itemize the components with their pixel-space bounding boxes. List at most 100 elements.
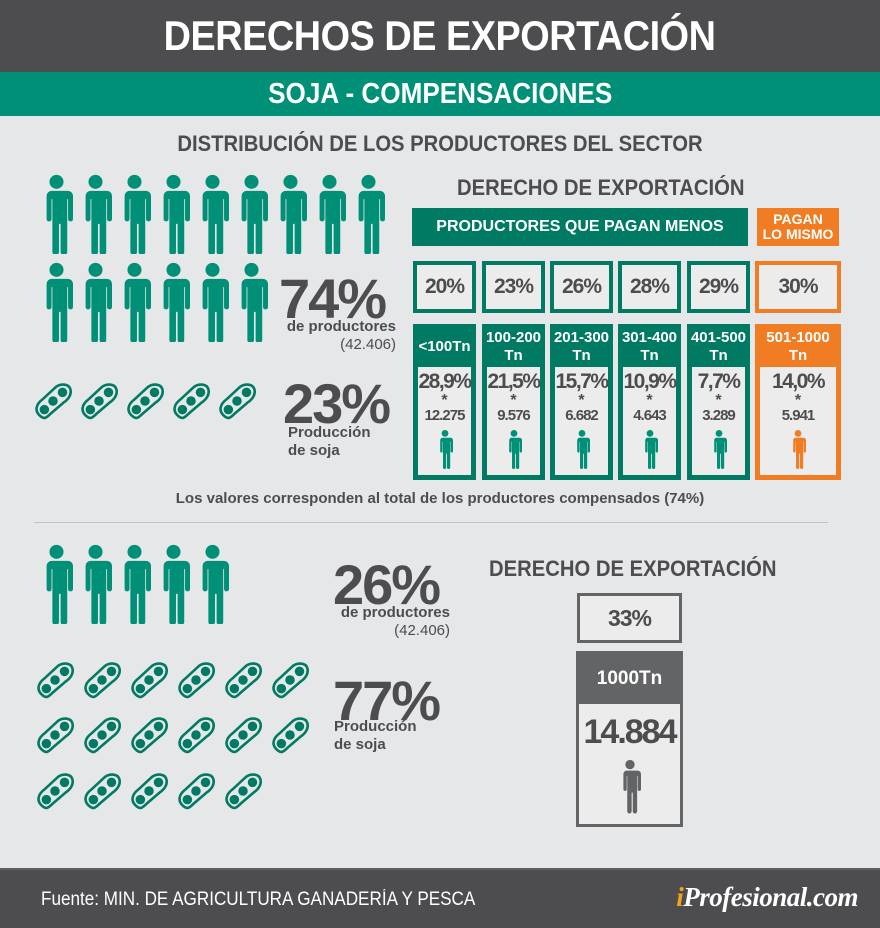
distribution-title: DISTRIBUCIÓN DE LOS PRODUCTORES DEL SECT…	[177, 131, 703, 156]
tier-column: 100-200 Tn 21,5% * 9.576	[482, 324, 545, 480]
soybean-icon	[177, 715, 215, 755]
person-icon	[790, 429, 806, 469]
soybean-icon	[224, 715, 262, 755]
tier-body: 28,9% * 12.275	[418, 367, 472, 475]
producers-percentage-bottom: 26%	[333, 553, 441, 616]
tier-range-unit: Tn	[709, 347, 728, 364]
soybean-icon	[83, 715, 121, 755]
tier-range-label: 401-500	[690, 329, 747, 346]
pay-same-label-2: LO MISMO	[762, 226, 834, 242]
soybean-icon	[271, 660, 309, 700]
tier-range: 501-1000 Tn	[758, 327, 838, 367]
header-bar: DERECHOS DE EXPORTACIÓN	[0, 0, 880, 72]
asterisk: *	[646, 392, 653, 409]
production-label-bottom-2: de soja	[334, 736, 386, 753]
subheader-bar: SOJA - COMPENSACIONES	[0, 72, 880, 116]
soy-icon-row-top	[34, 381, 256, 421]
person-icon	[118, 262, 151, 342]
soybean-icon	[126, 381, 164, 421]
production-percentage-bottom: 77%	[333, 669, 441, 732]
soybean-icon	[36, 771, 74, 811]
tier-body: 15,7% * 6.682	[555, 367, 609, 475]
tier-count: 4.643	[633, 407, 667, 424]
page-subtitle: SOJA - COMPENSACIONES	[267, 77, 613, 110]
person-icon	[619, 758, 641, 814]
person-icon	[196, 262, 229, 342]
person-icon	[313, 174, 346, 254]
tier-count: 6.682	[565, 407, 599, 424]
logo-i: i	[676, 882, 684, 912]
person-icon	[118, 544, 151, 624]
tier-share: 21,5%	[487, 370, 541, 393]
soybean-icon	[224, 771, 262, 811]
producers-label-bottom: de productores	[340, 604, 450, 621]
tier-share: 10,9%	[623, 370, 677, 393]
section-divider	[34, 522, 828, 523]
person-icon	[118, 174, 151, 254]
soybean-icon	[177, 771, 215, 811]
person-icon	[274, 174, 307, 254]
producers-icon-row-bottom	[40, 544, 229, 624]
producers-icon-row-2	[40, 262, 268, 342]
tier-count: 12.275	[424, 407, 466, 424]
tier-count-1000: 14.884	[583, 713, 678, 751]
tier-body: 7,7% * 3.289	[692, 367, 745, 475]
tier-column: 301-400 Tn 10,9% * 4.643	[618, 324, 681, 480]
tier-range-label: 100-200	[485, 329, 542, 346]
tier-body: 10,9% * 4.643	[623, 367, 677, 475]
soybean-icon	[36, 660, 74, 700]
tier-count: 9.576	[497, 407, 531, 424]
tier-range-unit: Tn	[788, 347, 808, 364]
soybean-icon	[36, 715, 74, 755]
person-icon	[574, 429, 590, 469]
soybean-icon	[177, 660, 215, 700]
tier-range: 201-300 Tn	[553, 327, 610, 367]
tier-column: 501-1000 Tn 14,0% * 5.941	[755, 324, 841, 480]
pay-same-banner: PAGAN LO MISMO	[757, 208, 839, 246]
tier-column-1000: 1000Tn 14.884	[576, 651, 683, 827]
person-icon	[506, 429, 522, 469]
tier-range: <100Tn	[416, 327, 473, 367]
person-icon	[711, 429, 727, 469]
tier-range: 301-400 Tn	[621, 327, 678, 367]
producers-percentage-top: 74%	[279, 267, 387, 330]
soybean-icon	[271, 715, 309, 755]
producers-icon-row-1	[40, 174, 385, 254]
soybean-icon	[130, 771, 168, 811]
person-icon	[157, 262, 190, 342]
person-icon	[437, 429, 453, 469]
rate-box: 20%	[413, 261, 476, 313]
soybean-icon	[172, 381, 210, 421]
soybean-icon	[34, 381, 72, 421]
tier-range: 100-200 Tn	[485, 327, 542, 367]
tier-range-1000: 1000Tn	[579, 654, 680, 704]
tier-count: 5.941	[781, 407, 816, 424]
person-icon	[235, 174, 268, 254]
tier-share: 15,7%	[555, 370, 609, 393]
asterisk: *	[715, 392, 722, 409]
producers-count-bottom: (42.406)	[394, 622, 450, 639]
rate-box: 28%	[618, 261, 681, 313]
person-icon	[157, 174, 190, 254]
person-icon	[642, 429, 658, 469]
brand-logo: iProfesional.com	[676, 882, 858, 913]
soybean-icon	[83, 771, 121, 811]
tier-column: 201-300 Tn 15,7% * 6.682	[550, 324, 613, 480]
asterisk: *	[510, 392, 517, 409]
person-icon	[79, 544, 112, 624]
producers-count-top: (42.406)	[340, 336, 396, 353]
person-icon	[79, 174, 112, 254]
person-icon	[79, 262, 112, 342]
soy-icon-row-bottom-1	[36, 660, 309, 700]
rate-box: 26%	[550, 261, 613, 313]
producers-label-top: de productores	[286, 318, 396, 335]
tier-column: <100Tn 28,9% * 12.275	[413, 324, 476, 480]
rate-box: 29%	[687, 261, 750, 313]
tier-column: 401-500 Tn 7,7% * 3.289	[687, 324, 750, 480]
logo-text: Profesional.com	[683, 882, 858, 912]
soy-icon-row-bottom-2	[36, 715, 309, 755]
person-icon	[157, 544, 190, 624]
tier-range-unit: Tn	[640, 347, 659, 364]
person-icon	[196, 544, 229, 624]
soybean-icon	[80, 381, 118, 421]
